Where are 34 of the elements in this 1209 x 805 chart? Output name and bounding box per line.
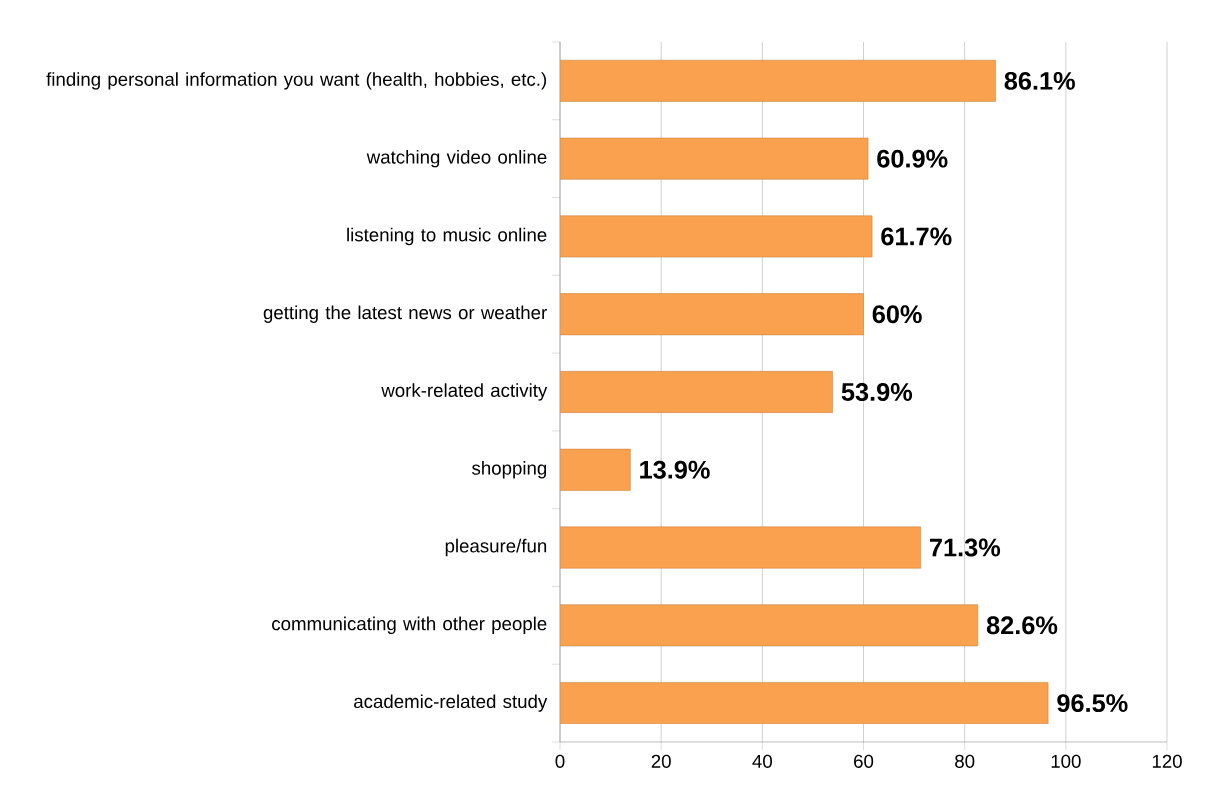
bar bbox=[560, 526, 921, 569]
y-tick-label: work-related activity bbox=[381, 383, 548, 401]
x-tick-label: 40 bbox=[752, 754, 772, 768]
data-label: 60% bbox=[872, 305, 922, 324]
y-tick-label: pleasure/fun bbox=[445, 538, 547, 557]
y-tick-label: shopping bbox=[472, 461, 547, 479]
data-label: 82.6% bbox=[986, 616, 1058, 635]
data-label: 86.1% bbox=[1004, 71, 1075, 90]
bar bbox=[560, 682, 1049, 725]
x-tick-label: 0 bbox=[555, 754, 565, 768]
data-label: 13.9% bbox=[640, 460, 710, 479]
y-tick-label: academic-related study bbox=[354, 694, 548, 712]
y-tick-label: getting the latest news or weather bbox=[263, 305, 547, 323]
y-tick-label: finding personal information you want (health, hobbies, etc.) bbox=[46, 72, 547, 90]
x-tick-label: 120 bbox=[1152, 754, 1182, 768]
bar bbox=[560, 59, 996, 102]
y-tick-label: listening to music online bbox=[347, 227, 547, 246]
data-label: 61.7% bbox=[881, 227, 952, 246]
data-label: 60.9% bbox=[877, 149, 948, 168]
data-label: 71.3% bbox=[930, 538, 1001, 557]
y-tick-label: communicating with other people bbox=[272, 616, 547, 635]
bar bbox=[560, 137, 869, 180]
x-tick-label: 100 bbox=[1051, 754, 1081, 768]
x-tick-label: 20 bbox=[651, 754, 671, 768]
bar bbox=[560, 215, 873, 258]
x-tick-label: 60 bbox=[854, 754, 874, 768]
x-tick-label: 80 bbox=[955, 754, 975, 768]
data-label: 53.9% bbox=[841, 383, 913, 401]
y-tick-label: watching video online bbox=[366, 149, 547, 168]
data-label: 96.5% bbox=[1057, 694, 1128, 713]
bar bbox=[560, 604, 979, 647]
bar bbox=[560, 371, 833, 413]
bar bbox=[560, 448, 631, 491]
bar bbox=[560, 293, 864, 336]
